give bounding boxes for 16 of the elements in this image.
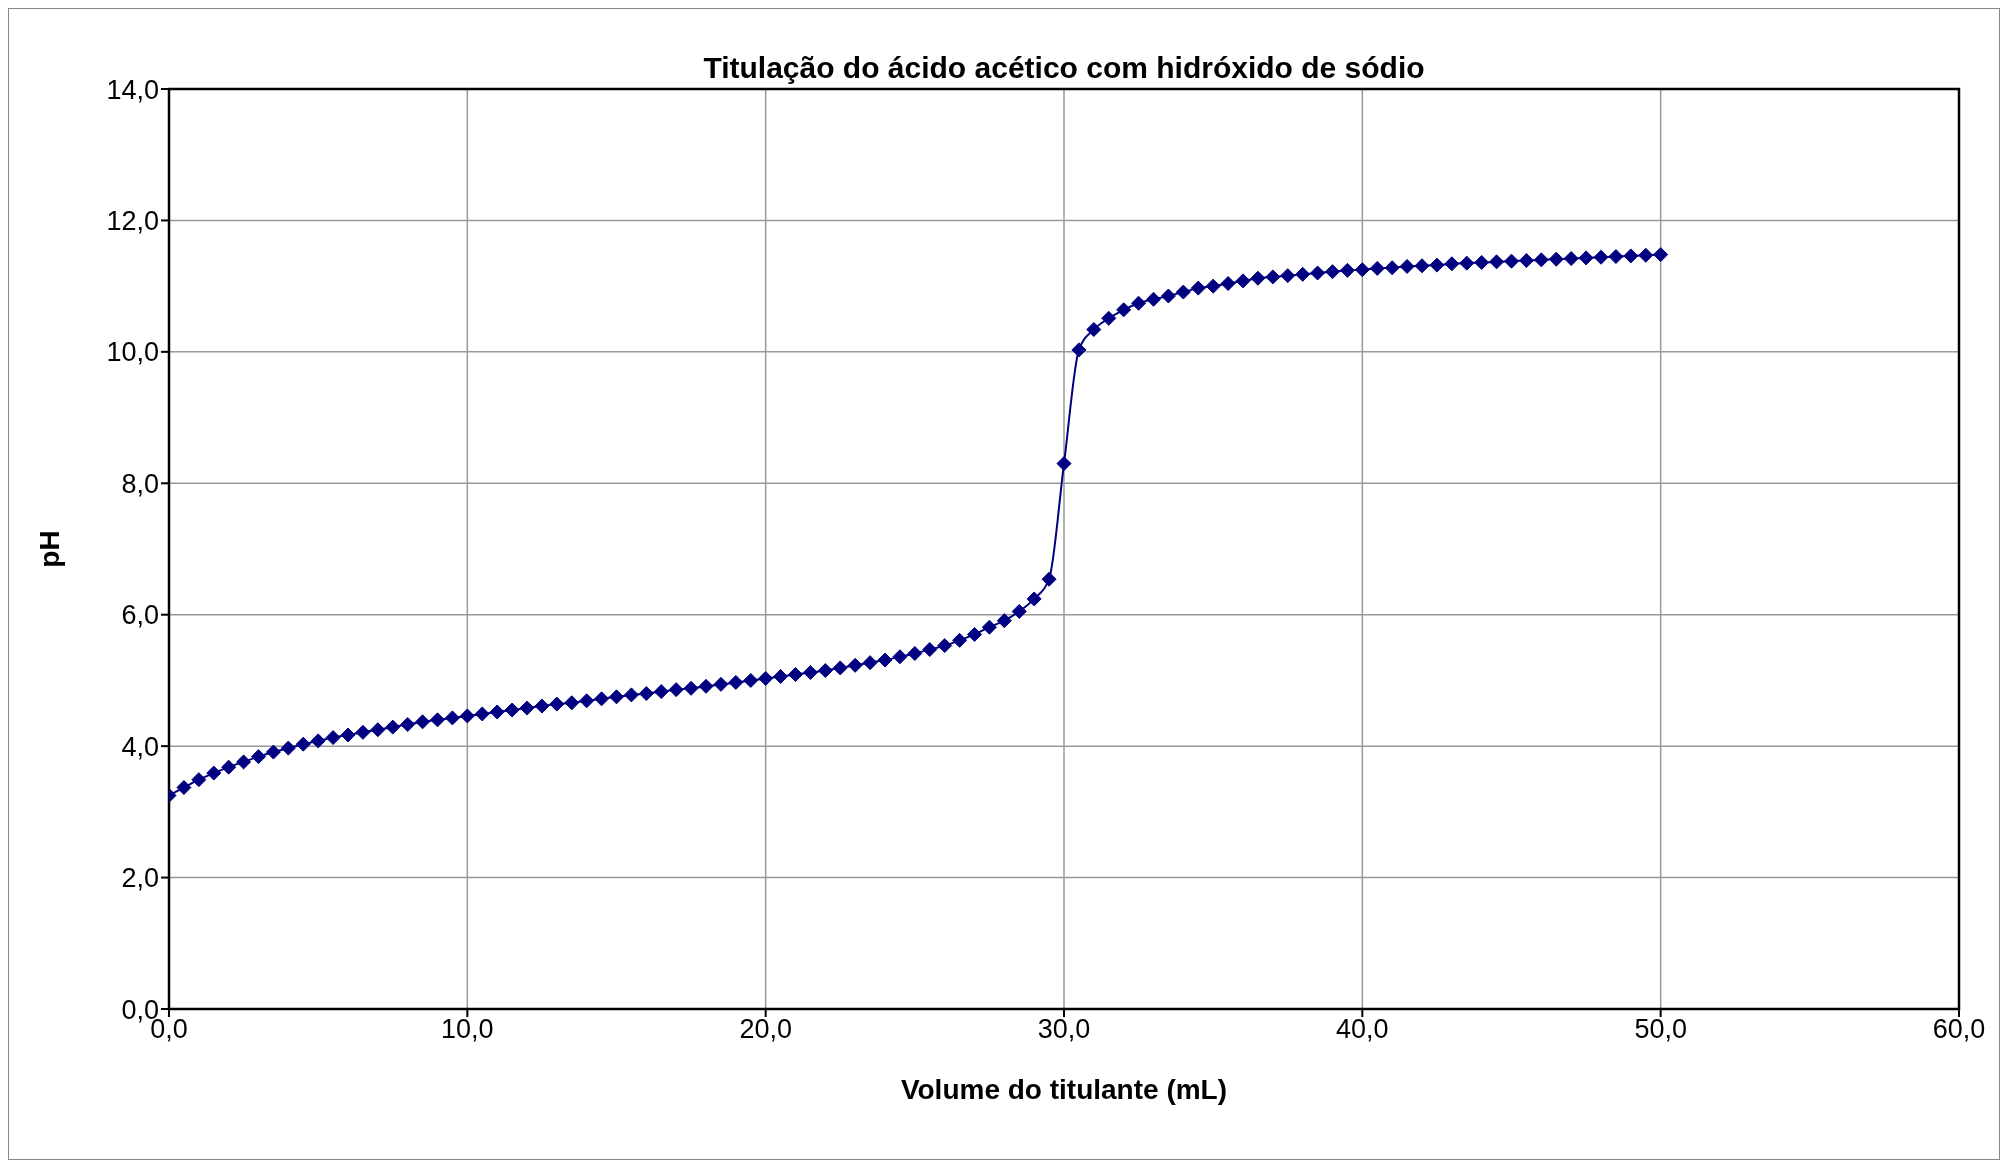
x-tick-label: 30,0 [1037,1014,1091,1045]
y-tick-label: 12,0 [106,206,159,237]
x-tick-label: 60,0 [1932,1014,1986,1045]
y-tick-label: 10,0 [106,337,159,368]
y-tick-label: 4,0 [121,731,159,762]
chart-title: Titulação do ácido acético com hidróxido de sódio [702,51,1426,85]
y-axis-title: pH [33,530,65,568]
y-tick-label: 2,0 [121,863,159,894]
x-tick-label: 20,0 [739,1014,792,1045]
y-tick-label: 14,0 [106,74,159,105]
y-tick-label: 8,0 [121,468,159,499]
x-tick-label: 40,0 [1336,1014,1389,1045]
x-tick-label: 50,0 [1634,1014,1687,1045]
x-tick-label: 10,0 [441,1014,494,1045]
x-axis-title: Volume do titulante (mL) [900,1074,1228,1105]
y-tick-label: 6,0 [121,600,159,631]
